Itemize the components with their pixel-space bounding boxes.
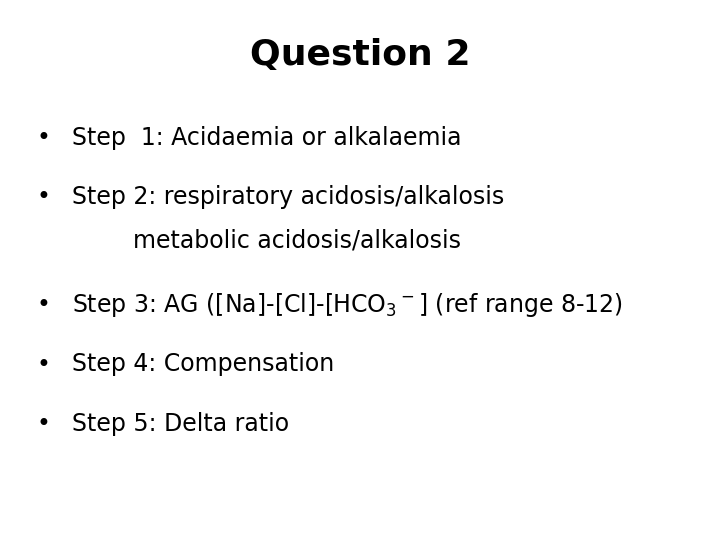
Text: Question 2: Question 2 [250, 38, 470, 72]
Text: •: • [36, 412, 50, 436]
Text: •: • [36, 185, 50, 209]
Text: metabolic acidosis/alkalosis: metabolic acidosis/alkalosis [133, 228, 462, 252]
Text: Step 4: Compensation: Step 4: Compensation [72, 353, 334, 376]
Text: •: • [36, 353, 50, 376]
Text: Step 5: Delta ratio: Step 5: Delta ratio [72, 412, 289, 436]
Text: Step  1: Acidaemia or alkalaemia: Step 1: Acidaemia or alkalaemia [72, 126, 462, 150]
Text: •: • [36, 293, 50, 317]
Text: Step 2: respiratory acidosis/alkalosis: Step 2: respiratory acidosis/alkalosis [72, 185, 504, 209]
Text: Step 3: AG ([Na]-[Cl]-[HCO$_3$$^-$] (ref range 8-12): Step 3: AG ([Na]-[Cl]-[HCO$_3$$^-$] (ref… [72, 291, 623, 319]
Text: •: • [36, 126, 50, 150]
